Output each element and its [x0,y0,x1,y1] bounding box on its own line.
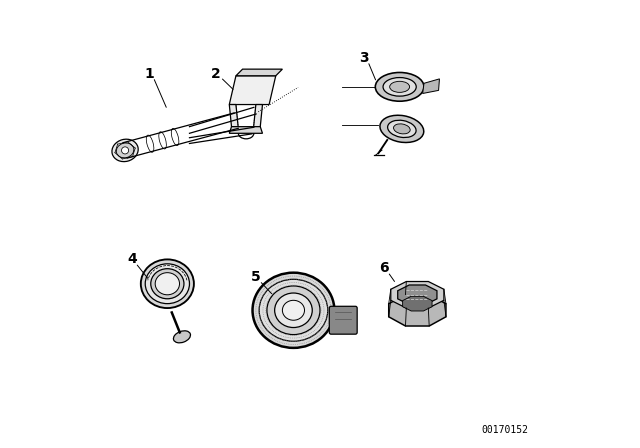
Ellipse shape [275,293,312,327]
Text: 4: 4 [127,252,137,267]
Ellipse shape [172,129,179,146]
Text: 3: 3 [360,51,369,65]
Polygon shape [253,104,262,127]
Ellipse shape [151,269,184,299]
Ellipse shape [383,78,416,96]
Ellipse shape [253,273,334,348]
Ellipse shape [394,124,410,134]
Ellipse shape [388,120,416,138]
Text: 2: 2 [211,67,221,81]
Ellipse shape [145,264,189,304]
Ellipse shape [390,81,410,92]
Text: 1: 1 [145,67,154,81]
Ellipse shape [282,300,305,320]
Polygon shape [229,104,238,127]
Ellipse shape [267,286,320,335]
Polygon shape [388,294,446,326]
Ellipse shape [380,115,424,142]
Ellipse shape [141,259,194,308]
Ellipse shape [375,73,424,101]
Ellipse shape [112,139,138,162]
Polygon shape [229,127,262,134]
Polygon shape [391,281,444,308]
Ellipse shape [159,132,166,149]
Polygon shape [422,79,440,94]
Text: 00170152: 00170152 [481,426,528,435]
Ellipse shape [155,273,180,295]
Ellipse shape [173,331,191,343]
Polygon shape [236,69,282,76]
Polygon shape [229,76,276,104]
Ellipse shape [116,143,134,158]
Polygon shape [403,296,432,311]
Text: 5: 5 [251,270,260,284]
Ellipse shape [259,279,328,341]
Text: 6: 6 [380,261,389,275]
Ellipse shape [147,135,154,152]
Circle shape [122,147,129,154]
Polygon shape [397,285,437,305]
FancyBboxPatch shape [330,306,357,334]
